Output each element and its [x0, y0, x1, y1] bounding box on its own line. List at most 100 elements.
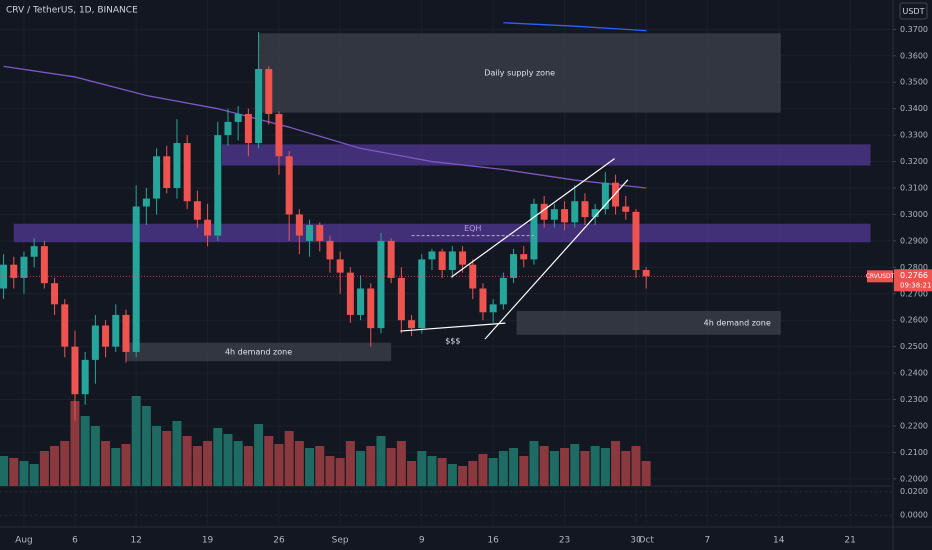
candle-body — [408, 320, 416, 329]
candle-body — [591, 209, 599, 218]
volume-bar — [386, 448, 396, 486]
trendline — [484, 179, 629, 340]
x-tick-label: 26 — [273, 536, 285, 546]
volume-bar — [580, 451, 590, 486]
candle-body — [275, 113, 283, 157]
candle-body — [153, 156, 161, 199]
volume-bar — [294, 441, 304, 486]
candle-body — [510, 254, 518, 278]
volume-bar — [39, 451, 49, 486]
zone-label: 4h demand zone — [225, 347, 292, 356]
price-label: 0.2766 — [900, 271, 928, 280]
zone-label: 4h demand zone — [704, 318, 771, 327]
candle-body — [224, 121, 232, 136]
volume-bar — [600, 448, 610, 486]
volume-bar — [101, 441, 111, 486]
volume-bar — [80, 416, 90, 486]
candle-body — [71, 346, 79, 395]
candle-body — [489, 304, 497, 313]
candle-body — [581, 201, 589, 218]
x-tick-label: 23 — [559, 536, 570, 546]
candle-body — [326, 240, 334, 260]
candle-body — [51, 283, 59, 305]
candle-body — [234, 113, 242, 122]
candle-body — [122, 314, 130, 352]
y-tick-label: 0.2900 — [900, 236, 928, 245]
volume-bar — [152, 426, 162, 486]
candle-body — [561, 209, 569, 223]
candle-body — [173, 143, 181, 189]
volume-bar — [213, 428, 223, 486]
volume-bar — [366, 446, 376, 486]
volume-bar — [611, 441, 621, 486]
volume-bar — [264, 436, 274, 486]
volume-bar — [243, 446, 253, 486]
price-tag — [894, 269, 932, 292]
zone-label: Daily supply zone — [484, 68, 555, 77]
candle-body — [367, 288, 375, 329]
volume-bar — [141, 406, 151, 486]
currency-box[interactable] — [899, 2, 928, 20]
candle-body — [81, 359, 89, 395]
volume-bar — [498, 451, 508, 486]
candle-body — [306, 225, 314, 241]
x-tick-label: 16 — [487, 536, 499, 546]
trendline-label: $$$ — [445, 337, 460, 346]
volume-bar — [274, 444, 284, 486]
volume-bar — [325, 456, 335, 486]
candle-body — [204, 219, 212, 236]
x-tick-label: 14 — [773, 536, 785, 546]
volume-bar — [233, 441, 243, 486]
volume-bar — [417, 451, 427, 486]
volume-bar — [335, 458, 345, 486]
volume-bar — [539, 446, 549, 486]
volume-bar — [560, 448, 570, 486]
volume-bar — [356, 451, 366, 486]
volume-bar — [9, 458, 19, 486]
candle-body — [397, 277, 405, 321]
zone — [221, 144, 871, 166]
x-tick-label: Aug — [15, 536, 33, 546]
zone — [258, 33, 781, 113]
volume-bar — [396, 441, 406, 486]
x-tick-label: 7 — [704, 536, 710, 546]
candle-body — [40, 246, 48, 284]
volume-bar — [223, 434, 233, 486]
candle-body — [530, 203, 538, 260]
candle-body — [469, 264, 477, 289]
candle-body — [632, 211, 640, 270]
macd-tick-label: 0.0200 — [900, 487, 928, 496]
x-tick-label: Sep — [332, 536, 349, 546]
y-tick-label: 0.2500 — [900, 342, 928, 351]
x-tick-label: Oct — [638, 536, 654, 546]
y-tick-label: 0.2700 — [900, 289, 928, 298]
candle-body — [346, 272, 354, 315]
volume-bar — [315, 446, 325, 486]
x-tick-label: 6 — [72, 536, 78, 546]
currency[interactable]: USDT — [903, 7, 925, 16]
candle-body — [612, 182, 620, 207]
candle-body — [459, 251, 467, 265]
candle-body — [479, 288, 487, 313]
candle-body — [163, 156, 171, 189]
zone — [13, 223, 871, 243]
volume-bar — [305, 448, 315, 486]
candle-body — [183, 143, 191, 202]
volume-bar — [519, 456, 529, 486]
candle-body — [244, 113, 252, 144]
y-tick-label: 0.3100 — [900, 184, 928, 193]
x-tick-label: 19 — [202, 536, 214, 546]
candle-body — [193, 201, 201, 220]
trendline — [450, 158, 615, 278]
volume-bar — [478, 454, 488, 486]
y-tick-label: 0.2600 — [900, 316, 928, 325]
y-tick-label: 0.3300 — [900, 131, 928, 140]
y-tick-label: 0.3400 — [900, 104, 928, 113]
candle-body — [387, 240, 395, 278]
volume-bar — [50, 446, 60, 486]
y-tick-label: 0.2400 — [900, 369, 928, 378]
volume-bar — [458, 466, 468, 486]
volume-bar — [121, 444, 131, 486]
